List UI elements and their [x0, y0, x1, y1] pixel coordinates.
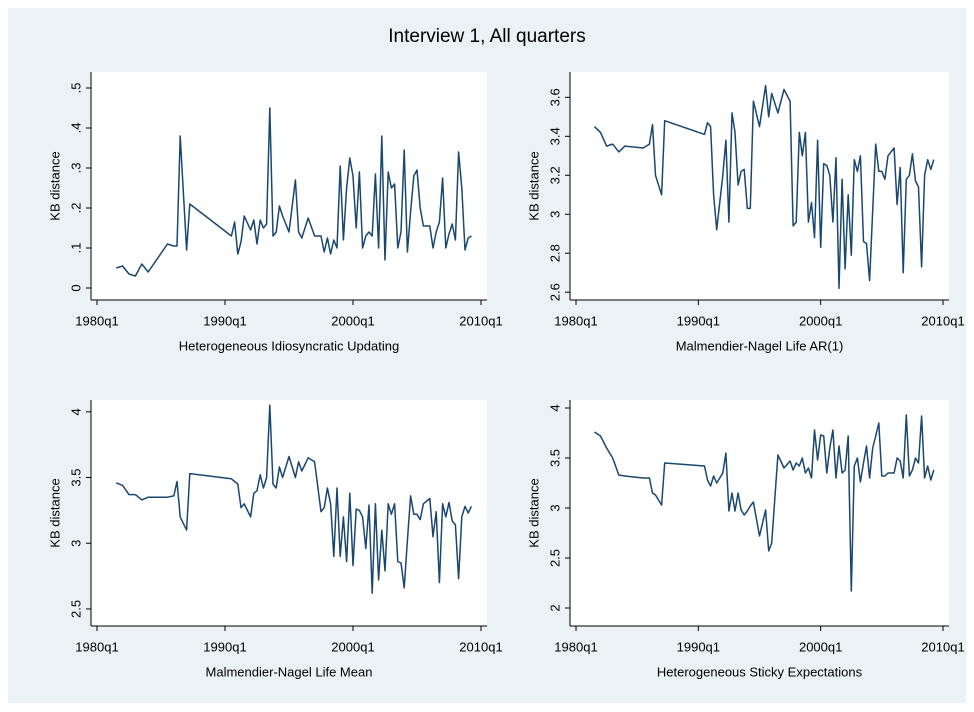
y-tick-label: 0 — [68, 284, 83, 291]
y-axis-title: KB distance — [526, 151, 541, 220]
data-line — [593, 84, 935, 290]
y-tick-label: .3 — [68, 163, 83, 174]
x-tick-label: 2000q1 — [331, 639, 374, 654]
x-tick-label: 1980q1 — [554, 313, 597, 328]
data-line — [115, 404, 473, 594]
x-tick-label: 1980q1 — [75, 313, 118, 328]
y-tick-label: 2.5 — [547, 549, 562, 567]
y-tick-label: 2.5 — [68, 600, 83, 618]
plot-area — [91, 72, 487, 300]
x-tick-label: 2010q1 — [459, 639, 502, 654]
x-tick-label: 1990q1 — [203, 639, 246, 654]
y-axis-title: KB distance — [47, 478, 62, 547]
y-tick-label: 3.5 — [68, 468, 83, 486]
y-axis-title: KB distance — [47, 151, 62, 220]
x-tick-label: 1990q1 — [203, 313, 246, 328]
x-tick-label: 2000q1 — [799, 313, 842, 328]
x-tick-label: 2000q1 — [331, 313, 374, 328]
y-tick-label: 3.2 — [547, 166, 562, 184]
x-tick-label: 1980q1 — [554, 639, 597, 654]
y-tick-label: 2 — [547, 604, 562, 611]
data-line — [593, 414, 935, 592]
x-axis-title: Heterogeneous Sticky Expectations — [657, 664, 863, 679]
y-tick-label: .4 — [68, 123, 83, 134]
plot-area — [570, 72, 949, 300]
y-tick-label: 3 — [547, 504, 562, 511]
y-tick-label: 3.5 — [547, 449, 562, 467]
y-tick-label: 3.6 — [547, 88, 562, 106]
x-axis-title: Malmendier-Nagel Life AR(1) — [676, 338, 844, 353]
y-axis-title: KB distance — [526, 478, 541, 547]
x-axis-title: Malmendier-Nagel Life Mean — [206, 664, 373, 679]
y-tick-label: .1 — [68, 243, 83, 254]
plot-area — [570, 400, 949, 626]
y-tick-label: 3.4 — [547, 127, 562, 145]
y-tick-label: 4 — [547, 404, 562, 411]
x-tick-label: 2010q1 — [459, 313, 502, 328]
y-tick-label: 3 — [68, 540, 83, 547]
x-tick-label: 2010q1 — [921, 313, 964, 328]
y-tick-label: 2.8 — [547, 244, 562, 262]
y-tick-label: 2.6 — [547, 283, 562, 301]
x-axis-title: Heterogeneous Idiosyncratic Updating — [179, 338, 399, 353]
y-tick-label: 4 — [68, 408, 83, 415]
y-tick-label: 3 — [547, 211, 562, 218]
x-tick-label: 1990q1 — [677, 313, 720, 328]
plot-area — [91, 400, 487, 626]
y-tick-label: .5 — [68, 83, 83, 94]
x-tick-label: 2010q1 — [921, 639, 964, 654]
x-tick-label: 1980q1 — [75, 639, 118, 654]
y-tick-label: .2 — [68, 203, 83, 214]
x-tick-label: 2000q1 — [799, 639, 842, 654]
figure-title: Interview 1, All quarters — [388, 26, 585, 47]
data-line — [115, 107, 472, 277]
x-tick-label: 1990q1 — [677, 639, 720, 654]
